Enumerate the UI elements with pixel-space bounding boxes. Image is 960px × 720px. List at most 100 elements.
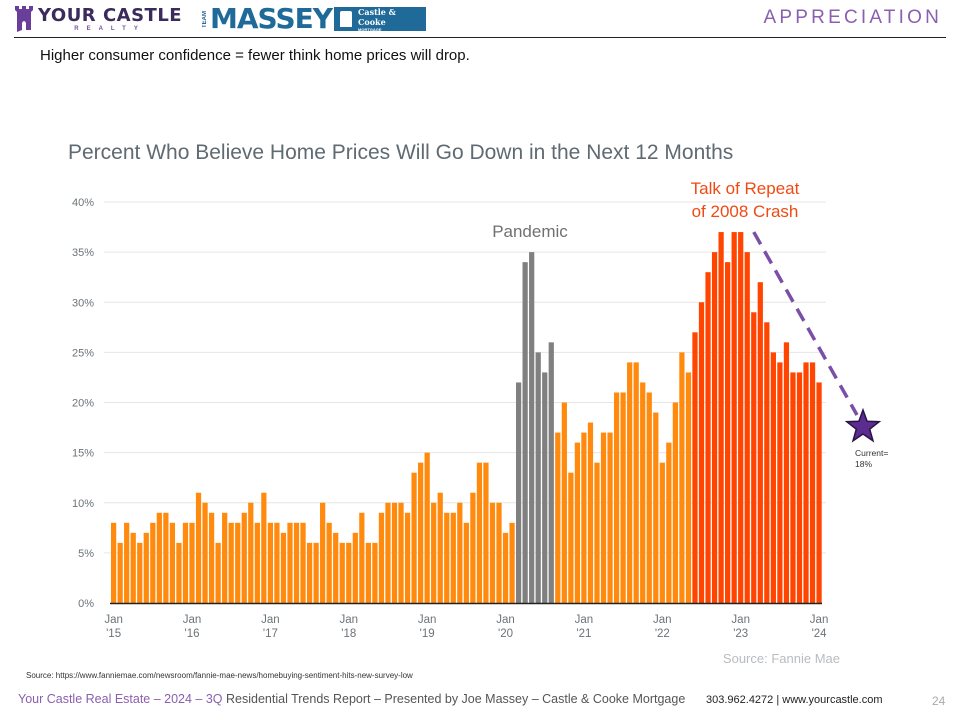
x-axis-ticks: Jan '15 Jan '16 Jan '17 Jan '18 Jan '19 Jan '20 Jan '…	[104, 614, 828, 640]
x-tick-label-month: Jan	[575, 614, 594, 626]
x-tick-label-year: '24	[812, 628, 828, 640]
crash-annotation-line2: of 2008 Crash	[692, 202, 799, 221]
y-tick-label: 5%	[78, 548, 94, 560]
bar	[692, 332, 698, 603]
bar	[627, 362, 633, 603]
bar	[215, 542, 221, 603]
chart-title: Percent Who Believe Home Prices Will Go …	[68, 141, 734, 164]
bar	[587, 422, 594, 603]
y-tick-label: 0%	[78, 598, 94, 610]
header-divider	[14, 37, 946, 38]
x-tick-label-month: Jan	[418, 614, 437, 626]
bar	[287, 522, 293, 603]
star-icon	[844, 407, 882, 443]
bar	[176, 542, 182, 603]
bar	[208, 512, 215, 603]
bar	[548, 342, 554, 603]
bar	[280, 532, 287, 603]
bar	[568, 472, 574, 603]
bar	[659, 462, 665, 603]
bar	[326, 522, 332, 603]
bar	[169, 522, 176, 603]
bar	[672, 402, 678, 603]
bar	[391, 502, 398, 603]
bar	[156, 512, 162, 603]
bar	[365, 542, 371, 603]
bar	[653, 412, 659, 603]
footer-report-line: Your Castle Real Estate – 2024 – 3Q Resi…	[18, 692, 685, 706]
bar	[711, 252, 718, 604]
y-tick-label: 25%	[72, 347, 94, 359]
bar	[267, 522, 273, 603]
bar	[646, 392, 652, 603]
crash-annotation-line1: Talk of Repeat	[691, 179, 800, 198]
bar	[195, 492, 202, 603]
bar	[751, 312, 757, 603]
gridlines	[104, 201, 826, 554]
bar	[398, 502, 404, 603]
bar	[150, 522, 156, 603]
y-tick-label: 20%	[72, 398, 94, 410]
x-tick-label-year: '20	[498, 628, 513, 640]
bar	[202, 502, 208, 603]
bar	[718, 232, 724, 603]
bar	[561, 402, 567, 603]
x-tick-label-year: '23	[733, 628, 748, 640]
bar	[320, 502, 326, 603]
bar	[424, 452, 430, 604]
partner-line1: Castle & Cooke	[358, 6, 396, 27]
bar	[189, 522, 195, 603]
x-tick-label-year: '21	[576, 628, 591, 640]
x-tick-label-month: Jan	[731, 614, 750, 626]
y-tick-label: 30%	[72, 297, 94, 309]
bar	[241, 512, 247, 603]
team-massey-logo: TEAM MASSEY Castle & Cooke MORTGAGE	[202, 5, 427, 33]
bar	[581, 432, 587, 603]
source-note: Source: https://www.fanniemae.com/newsro…	[26, 671, 413, 680]
bar	[111, 522, 117, 603]
x-tick-label-month: Jan	[810, 614, 829, 626]
bar	[293, 522, 300, 603]
x-tick-label-year: '19	[420, 628, 435, 640]
bar	[594, 462, 600, 603]
bar	[725, 262, 731, 603]
x-tick-label-year: '16	[185, 628, 200, 640]
bar	[182, 522, 189, 603]
bar	[346, 542, 352, 603]
x-tick-label-year: '15	[106, 628, 121, 640]
bar	[385, 502, 391, 603]
bar	[489, 502, 496, 603]
bar	[600, 432, 607, 603]
bar	[738, 232, 744, 603]
bar	[254, 522, 260, 603]
bar	[790, 372, 796, 603]
chart-source: Source: Fannie Mae	[723, 651, 840, 666]
bar	[757, 282, 763, 603]
bar	[437, 492, 443, 603]
footer-contact: 303.962.4272 | www.yourcastle.com	[706, 694, 883, 706]
x-tick-label-year: '17	[263, 628, 278, 640]
bar	[470, 492, 476, 603]
y-tick-label: 35%	[72, 247, 94, 259]
your-castle-logo: YOUR CASTLE REALTY	[14, 6, 182, 32]
bar	[163, 512, 169, 603]
y-tick-label: 10%	[72, 498, 94, 510]
bar	[411, 472, 417, 603]
bar	[333, 532, 339, 603]
bar	[679, 352, 685, 604]
x-tick-label-month: Jan	[183, 614, 202, 626]
bar	[248, 502, 254, 603]
bar	[705, 272, 711, 603]
bar	[529, 252, 535, 604]
bar	[777, 362, 783, 603]
current-label-line2: 18%	[855, 459, 872, 469]
bar	[535, 352, 541, 604]
bar	[463, 522, 469, 603]
bar	[796, 372, 803, 603]
bar	[300, 522, 306, 603]
bar	[613, 392, 620, 603]
bar	[744, 252, 750, 604]
x-tick-label-year: '22	[655, 628, 670, 640]
bar	[261, 492, 267, 603]
bar	[404, 512, 411, 603]
